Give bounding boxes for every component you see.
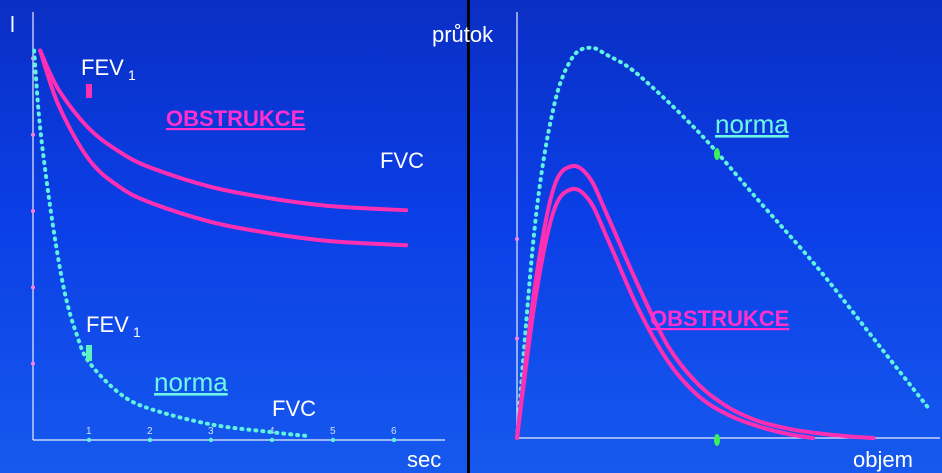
flow-volume-panel: objem OBSTRUKCE norma (470, 0, 942, 473)
x-tick-label: 6 (391, 426, 397, 437)
fev1-label-text: FEV (81, 55, 124, 80)
fev1-label-obstruction: FEV 1 (81, 55, 136, 83)
x-tick-mark (391, 437, 397, 443)
x-tick-label: 3 (208, 426, 214, 437)
fev1-marker-obstruction (86, 84, 92, 98)
x-tick-mark (147, 437, 153, 443)
flow-volume-chart: objem OBSTRUKCE norma (515, 12, 940, 472)
fev1-marker-normal (86, 345, 92, 361)
obstruction-label: OBSTRUKCE (166, 106, 305, 131)
x-axis-fev1-marker (714, 434, 720, 446)
obstruction-curve-1 (515, 186, 816, 440)
fev1-label-normal: FEV 1 (86, 312, 141, 340)
fev1-subscript: 1 (128, 67, 136, 83)
normal-label: norma (154, 367, 228, 397)
y-tick-mark (31, 209, 35, 214)
obstruction-label: OBSTRUKCE (650, 306, 789, 331)
x-tick-label: 1 (86, 426, 92, 437)
fev1-subscript: 1 (133, 324, 141, 340)
fvc-label-obstruction: FVC (380, 148, 424, 173)
y-axis-label: l (10, 12, 15, 37)
y-tick-mark (31, 132, 35, 137)
x-tick-label: 5 (330, 426, 336, 437)
y-tick-mark (515, 237, 519, 241)
fev1-label-text: FEV (86, 312, 129, 337)
x-tick-mark (86, 437, 92, 443)
fvc-label-normal: FVC (272, 396, 316, 421)
obstruction-curve-1 (38, 48, 409, 213)
normal-label: norma (715, 109, 789, 139)
x-tick-label: 2 (147, 426, 153, 437)
y-tick-mark (515, 336, 519, 341)
x-axis-label: sec (407, 447, 441, 472)
x-tick-mark (269, 437, 275, 443)
y-tick-mark (31, 285, 35, 290)
obstruction-curve-2 (38, 48, 409, 248)
x-tick-mark (208, 437, 214, 443)
normal-fev1-marker (714, 148, 720, 160)
normal-curve (515, 45, 930, 440)
x-axis-label: objem (853, 447, 913, 472)
obstruction-curve-2 (515, 163, 876, 440)
x-tick-mark (330, 437, 336, 443)
y-tick-mark (31, 361, 35, 366)
